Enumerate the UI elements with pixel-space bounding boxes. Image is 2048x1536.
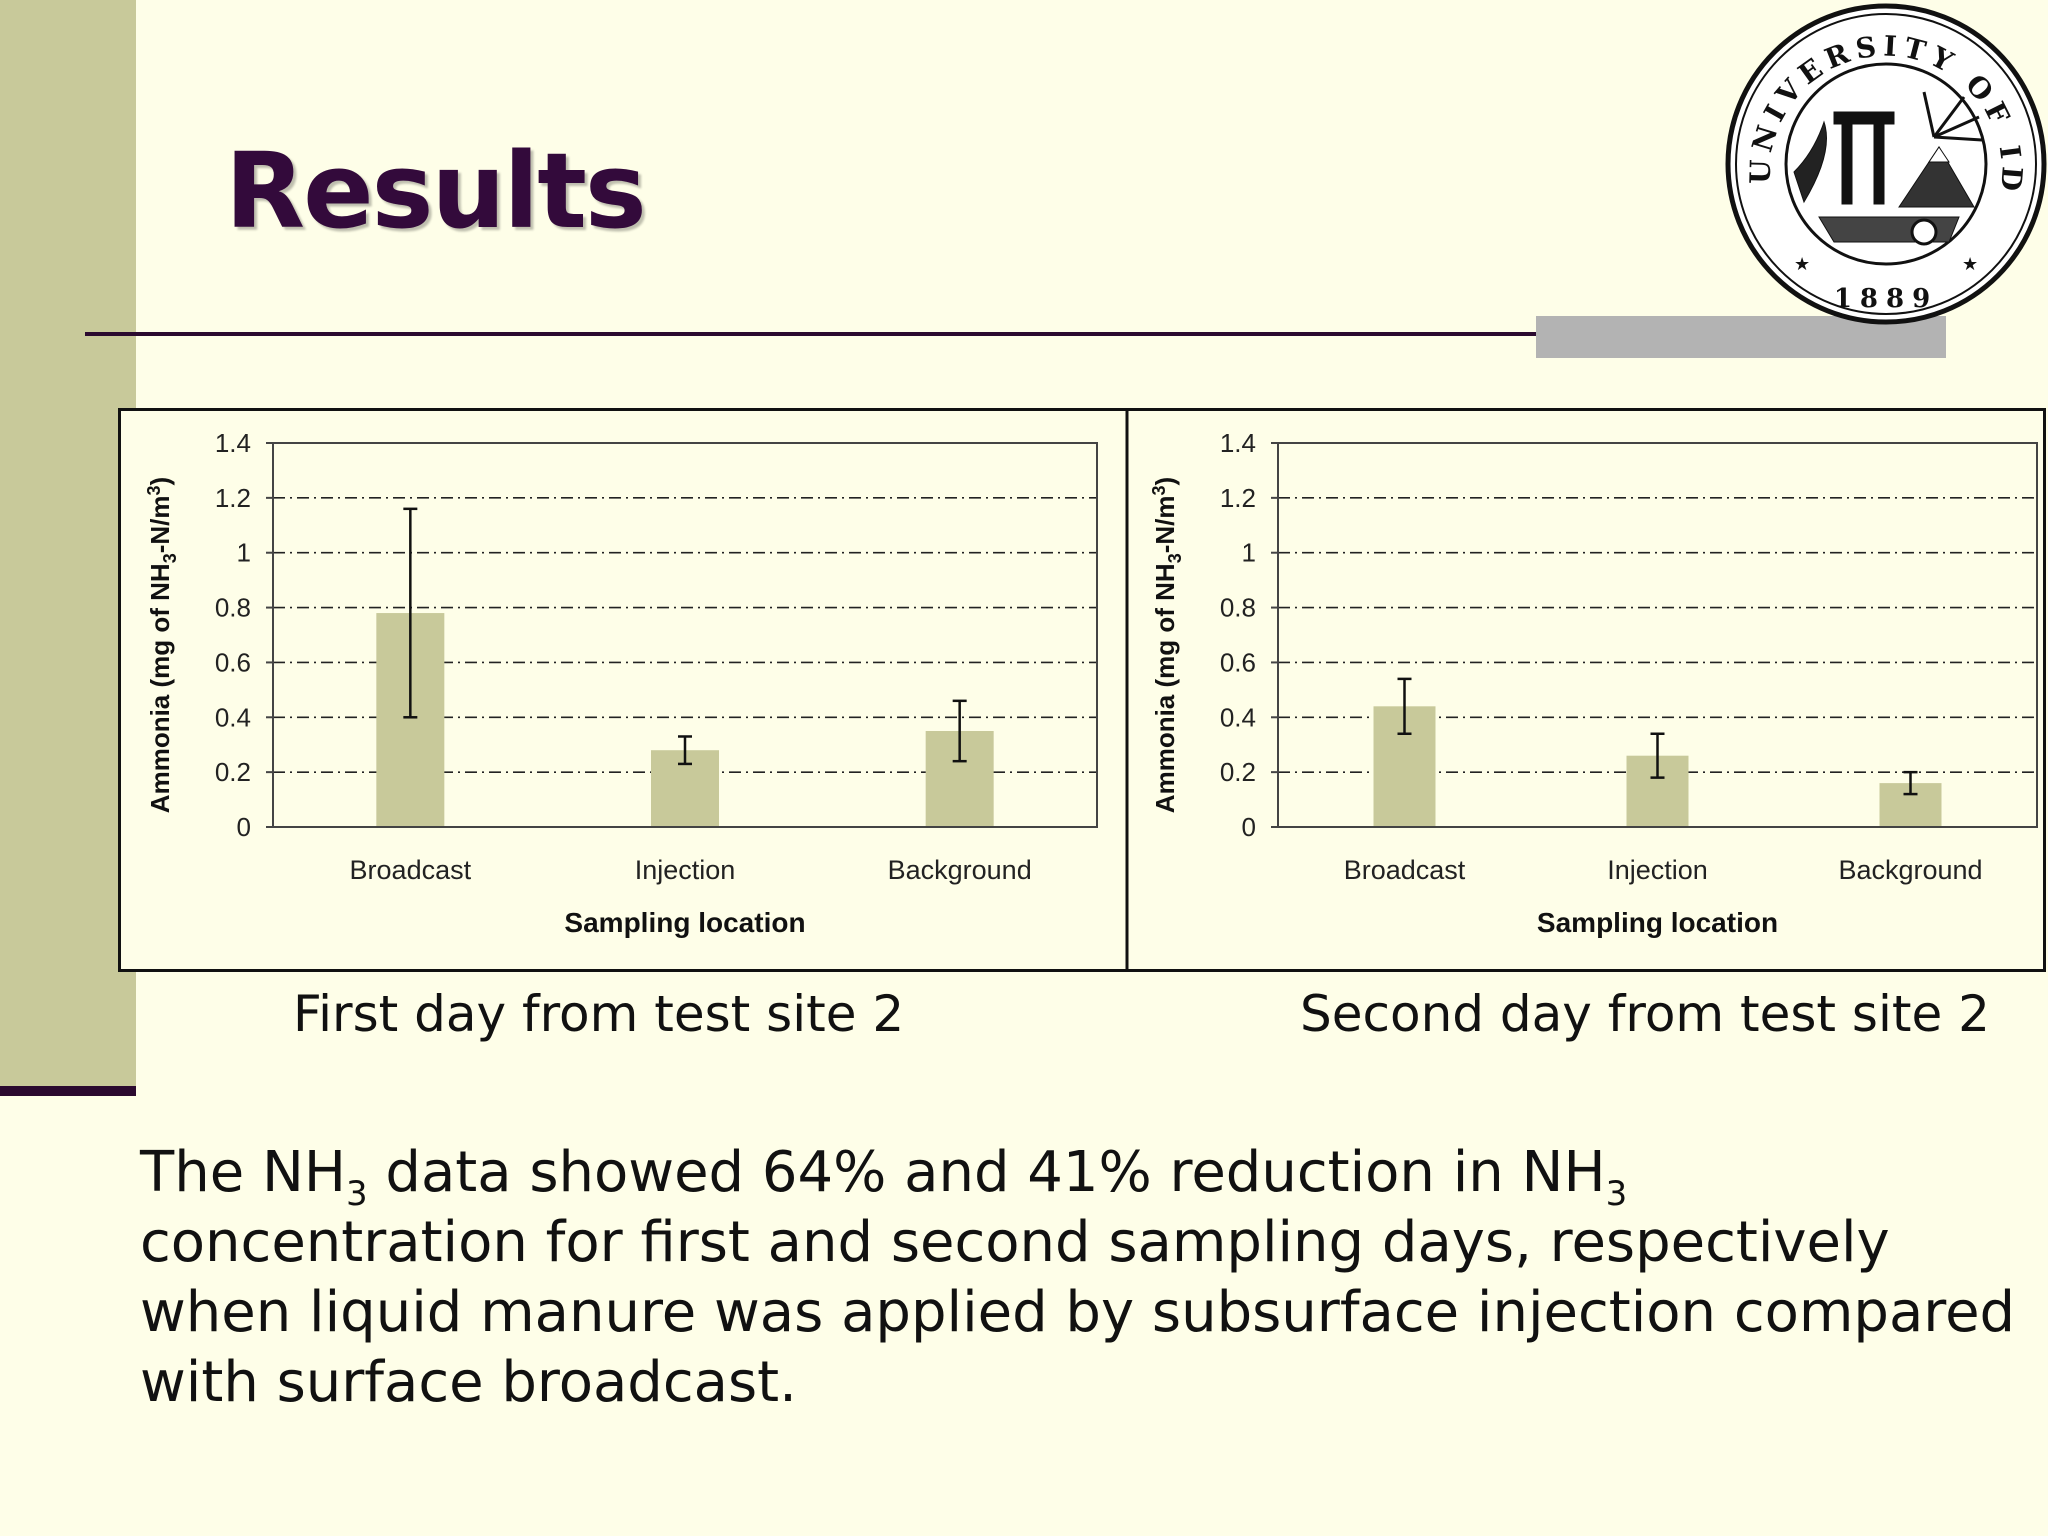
charts-svg: 0 0.2 0.4 0.6 0.8 1 1.2 1.4 Broadcast Injection Ba… xyxy=(144,411,2038,969)
x-category-label: Injection xyxy=(1607,855,1708,885)
y-tick-label: 1 xyxy=(237,538,251,568)
chart-caption-day1: First day from test site 2 xyxy=(293,985,905,1043)
y-tick-label: 1 xyxy=(1242,538,1256,568)
y-tick-label: 0.2 xyxy=(215,757,251,787)
svg-text:★: ★ xyxy=(1794,254,1810,275)
y-tick-label: 1.2 xyxy=(1220,483,1256,513)
y-axis-title: Ammonia (mg of NH3-N/m3) xyxy=(1149,477,1185,813)
y-tick-label: 0 xyxy=(1242,812,1256,842)
plot-area xyxy=(1277,442,2038,828)
y-tick-label: 1.4 xyxy=(1220,428,1256,458)
chart-caption-day2: Second day from test site 2 xyxy=(1300,985,1990,1043)
x-category-label: Injection xyxy=(635,855,736,885)
x-category-label: Background xyxy=(1838,855,1982,885)
y-tick-label: 0 xyxy=(237,812,251,842)
x-axis-title: Sampling location xyxy=(564,907,805,938)
chart-2: 0 0.2 0.4 0.6 0.8 1 1.2 1.4 Broadcast Injection Ba… xyxy=(1149,428,2038,938)
left-accent-bar xyxy=(0,0,136,1090)
summary-text-part1: The NH xyxy=(140,1140,346,1205)
chart-1: 0 0.2 0.4 0.6 0.8 1 1.2 1.4 Broadcast Injection Ba… xyxy=(144,428,1098,938)
x-category-label: Background xyxy=(888,855,1032,885)
y-axis-title: Ammonia (mg of NH3-N/m3) xyxy=(144,477,180,813)
summary-paragraph: The NH3 data showed 64% and 41% reductio… xyxy=(140,1138,2020,1418)
svg-text:★: ★ xyxy=(1962,254,1978,275)
y-tick-label: 1.2 xyxy=(215,483,251,513)
summary-text-part2: data showed 64% and 41% reduction in NH xyxy=(367,1140,1606,1205)
university-seal-logo: THE UNIVERSITY OF IDAHO 1889 ★ ★ xyxy=(1724,2,2047,325)
summary-subscript-1: 3 xyxy=(345,1174,368,1214)
x-axis-title: Sampling location xyxy=(1537,907,1778,938)
plot-area xyxy=(272,442,1098,828)
y-tick-label: 0.8 xyxy=(1220,593,1256,623)
y-tick-label: 0.6 xyxy=(215,647,251,677)
y-tick-label: 0.4 xyxy=(215,702,251,732)
y-tick-label: 0.4 xyxy=(1220,702,1256,732)
charts-panel: 0 0.2 0.4 0.6 0.8 1 1.2 1.4 Broadcast Injection Ba… xyxy=(118,408,2046,972)
y-tick-label: 1.4 xyxy=(215,428,251,458)
y-tick-label: 0.2 xyxy=(1220,757,1256,787)
summary-text-part3: concentration for first and second sampl… xyxy=(140,1210,2016,1415)
y-tick-label: 0.6 xyxy=(1220,647,1256,677)
slide-title: Results xyxy=(225,130,647,252)
left-accent-bar-base xyxy=(0,1086,136,1096)
title-divider xyxy=(85,332,1945,336)
x-category-label: Broadcast xyxy=(350,855,472,885)
summary-subscript-2: 3 xyxy=(1605,1174,1628,1214)
y-tick-label: 0.8 xyxy=(215,593,251,623)
x-category-label: Broadcast xyxy=(1344,855,1466,885)
svg-text:1889: 1889 xyxy=(1834,284,1938,314)
